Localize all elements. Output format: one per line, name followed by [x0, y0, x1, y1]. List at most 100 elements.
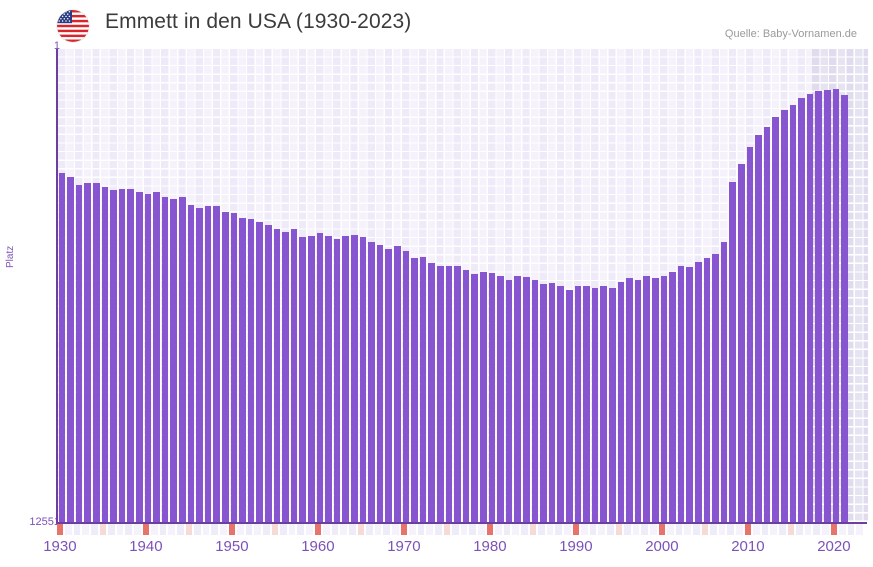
- x-axis-tick: [624, 524, 631, 535]
- bar[interactable]: [523, 277, 530, 522]
- bar[interactable]: [600, 286, 607, 522]
- bar[interactable]: [101, 187, 109, 522]
- bar[interactable]: [454, 266, 461, 522]
- bar[interactable]: [574, 286, 582, 522]
- bar[interactable]: [566, 290, 573, 522]
- bar[interactable]: [746, 147, 754, 522]
- bar[interactable]: [755, 135, 762, 522]
- bar[interactable]: [118, 189, 126, 522]
- bar[interactable]: [428, 263, 435, 522]
- bar[interactable]: [153, 192, 160, 522]
- bar[interactable]: [669, 272, 676, 522]
- bars-layer: [58, 49, 868, 522]
- bar[interactable]: [359, 237, 367, 522]
- bar[interactable]: [540, 284, 547, 522]
- bar[interactable]: [385, 249, 392, 522]
- bar[interactable]: [308, 236, 315, 522]
- bar[interactable]: [686, 267, 693, 522]
- bar[interactable]: [609, 288, 616, 522]
- bar[interactable]: [480, 272, 487, 522]
- bar[interactable]: [342, 236, 349, 522]
- bar[interactable]: [488, 273, 496, 522]
- bar[interactable]: [247, 219, 255, 522]
- bar[interactable]: [462, 270, 470, 522]
- bar[interactable]: [325, 236, 332, 522]
- bar[interactable]: [333, 239, 341, 522]
- bar[interactable]: [213, 206, 220, 522]
- bar[interactable]: [75, 185, 83, 522]
- x-axis-tick: [159, 524, 167, 535]
- bar[interactable]: [411, 258, 418, 522]
- bar[interactable]: [660, 276, 668, 522]
- bar[interactable]: [798, 98, 805, 522]
- bar[interactable]: [832, 89, 840, 522]
- bar[interactable]: [617, 282, 625, 522]
- bar[interactable]: [729, 182, 736, 522]
- bar[interactable]: [230, 213, 238, 522]
- bar[interactable]: [514, 276, 521, 522]
- bar[interactable]: [161, 197, 169, 522]
- bar[interactable]: [677, 266, 685, 522]
- bar[interactable]: [58, 173, 66, 522]
- bar[interactable]: [789, 105, 797, 522]
- bar[interactable]: [781, 110, 788, 522]
- bar[interactable]: [626, 278, 633, 522]
- bar[interactable]: [110, 190, 117, 522]
- bar[interactable]: [84, 183, 91, 522]
- bar[interactable]: [772, 117, 779, 522]
- bar[interactable]: [299, 237, 306, 522]
- bar[interactable]: [763, 127, 771, 522]
- bar[interactable]: [471, 274, 478, 522]
- bar[interactable]: [505, 280, 513, 522]
- bar[interactable]: [127, 189, 134, 522]
- bar[interactable]: [738, 164, 745, 522]
- bar[interactable]: [394, 246, 401, 522]
- bar[interactable]: [583, 286, 590, 522]
- bar[interactable]: [824, 90, 831, 522]
- bar[interactable]: [591, 288, 599, 522]
- bar[interactable]: [222, 212, 229, 522]
- bar[interactable]: [531, 280, 539, 522]
- bar[interactable]: [93, 183, 100, 522]
- bar[interactable]: [273, 229, 281, 522]
- x-axis-tick: [503, 524, 511, 535]
- bar[interactable]: [290, 229, 298, 522]
- bar[interactable]: [703, 258, 711, 522]
- bar[interactable]: [204, 206, 212, 522]
- bar[interactable]: [712, 254, 719, 522]
- bar[interactable]: [437, 266, 444, 522]
- bar[interactable]: [351, 235, 358, 522]
- bar[interactable]: [634, 280, 642, 522]
- bar[interactable]: [368, 242, 375, 522]
- bar[interactable]: [136, 192, 143, 522]
- bar[interactable]: [256, 222, 263, 522]
- bar[interactable]: [548, 283, 556, 522]
- bar[interactable]: [282, 232, 289, 522]
- bar[interactable]: [815, 91, 822, 522]
- bar[interactable]: [497, 276, 504, 522]
- bar[interactable]: [196, 208, 203, 522]
- bar[interactable]: [67, 177, 74, 522]
- x-axis-tick: [693, 524, 700, 535]
- bar[interactable]: [316, 233, 324, 522]
- bar[interactable]: [419, 257, 427, 522]
- bar[interactable]: [170, 199, 177, 522]
- bar[interactable]: [806, 94, 814, 522]
- bar[interactable]: [376, 245, 384, 522]
- bar[interactable]: [179, 197, 186, 522]
- bar[interactable]: [841, 95, 848, 522]
- x-axis-tick: [581, 524, 588, 535]
- bar[interactable]: [445, 266, 453, 522]
- x-axis-tick: [701, 524, 709, 535]
- x-axis-tick: [185, 524, 193, 535]
- bar[interactable]: [239, 218, 246, 522]
- bar[interactable]: [402, 251, 410, 522]
- bar[interactable]: [695, 262, 702, 522]
- bar[interactable]: [557, 286, 564, 522]
- bar[interactable]: [265, 225, 272, 522]
- bar[interactable]: [720, 242, 728, 522]
- bar[interactable]: [144, 194, 152, 522]
- bar[interactable]: [187, 205, 195, 522]
- bar[interactable]: [643, 276, 650, 522]
- bar[interactable]: [652, 278, 659, 522]
